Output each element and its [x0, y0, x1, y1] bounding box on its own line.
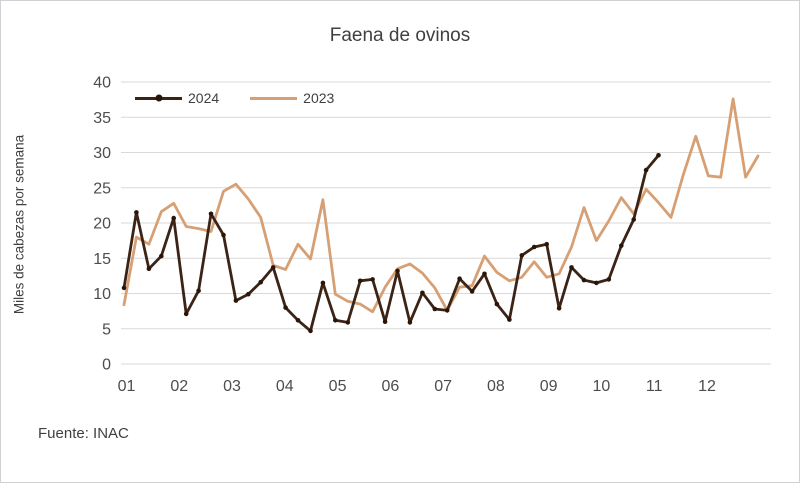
x-tick-label-05: 05	[329, 378, 347, 395]
series-marker-2024	[631, 217, 636, 222]
series-marker-2024	[407, 320, 413, 325]
series-marker-2024	[606, 277, 612, 282]
series-marker-2024	[233, 298, 239, 303]
y-tick-label-10: 10	[93, 286, 111, 303]
legend-line-2024-icon	[135, 94, 182, 102]
series-marker-2024	[159, 253, 164, 259]
series-marker-2024	[594, 280, 599, 286]
series-marker-2024	[295, 318, 301, 323]
y-tick-label-15: 15	[93, 251, 111, 268]
series-marker-2024	[221, 232, 226, 238]
chart-title: Faena de ovinos	[329, 25, 471, 46]
series-marker-2024	[432, 306, 438, 312]
series-marker-2024	[345, 320, 351, 325]
y-tick-label-25: 25	[93, 180, 111, 197]
source-note: Fuente: INAC	[38, 425, 129, 442]
series-marker-2024	[171, 215, 176, 221]
x-tick-label-08: 08	[487, 378, 505, 395]
x-tick-label-10: 10	[593, 378, 611, 395]
x-tick-label-11: 11	[646, 378, 663, 395]
legend: 2024 2023	[135, 90, 334, 106]
x-tick-label-07: 07	[434, 378, 452, 395]
legend-label-2023: 2023	[303, 90, 335, 106]
series-marker-2024	[556, 306, 562, 311]
x-tick-label-09: 09	[540, 378, 558, 395]
legend-item-2024: 2024	[135, 90, 219, 106]
y-tick-label-30: 30	[93, 145, 111, 162]
series-marker-2024	[357, 278, 363, 284]
series-marker-2024	[134, 210, 139, 215]
series-marker-2024	[183, 311, 189, 317]
series-marker-2024	[382, 319, 388, 325]
series-marker-2024	[457, 276, 462, 282]
series-marker-2024	[320, 280, 326, 286]
legend-line-2023-icon	[250, 96, 298, 100]
series-marker-2024	[196, 288, 201, 294]
series-marker-2024	[208, 211, 214, 217]
x-tick-label-02: 02	[170, 378, 188, 395]
x-tick-label-03: 03	[223, 378, 241, 395]
series-marker-2024	[333, 318, 338, 323]
y-tick-label-0: 0	[102, 357, 111, 374]
series-marker-2024	[246, 291, 251, 297]
series-marker-2024	[308, 328, 313, 334]
x-tick-label-06: 06	[381, 378, 399, 395]
series-marker-2024	[146, 266, 152, 272]
series-marker-2024	[370, 277, 375, 282]
series-marker-2024	[283, 305, 288, 310]
series-marker-2024	[444, 308, 450, 313]
series-marker-2024	[544, 241, 549, 247]
series-marker-2024	[569, 265, 574, 270]
x-tick-label-12: 12	[698, 378, 716, 395]
series-line-2024	[122, 153, 660, 333]
y-tick-label-20: 20	[93, 216, 111, 233]
series-marker-2024	[494, 301, 500, 307]
y-axis-title: Miles de cabezas por semana	[11, 134, 27, 315]
series-marker-2024	[643, 167, 649, 173]
series-line-2023	[122, 97, 760, 314]
x-tick-label-01: 01	[118, 378, 136, 395]
legend-item-2023: 2023	[250, 90, 334, 106]
y-tick-label-40: 40	[93, 75, 111, 92]
series-marker-2024	[121, 285, 127, 291]
series-marker-2024	[258, 279, 264, 285]
series-marker-2024	[482, 271, 487, 277]
series-marker-2024	[507, 317, 512, 322]
y-tick-label-35: 35	[93, 110, 111, 127]
x-tick-label-04: 04	[276, 378, 294, 395]
legend-label-2024: 2024	[188, 90, 220, 106]
series-marker-2024	[531, 244, 537, 250]
series-marker-2024	[619, 243, 624, 248]
series-marker-2024	[270, 265, 276, 270]
legend-marker-dot-icon	[155, 94, 162, 102]
series-marker-2024	[395, 268, 400, 274]
series-marker-2024	[581, 277, 587, 283]
series-marker-2024	[656, 153, 661, 158]
y-tick-label-5: 5	[102, 321, 111, 338]
series-marker-2024	[420, 290, 425, 296]
series-marker-2024	[519, 253, 525, 258]
series-marker-2024	[469, 289, 475, 294]
